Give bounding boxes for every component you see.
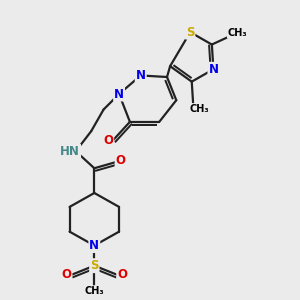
Text: CH₃: CH₃ [189, 104, 209, 114]
Text: O: O [117, 268, 127, 281]
Text: S: S [90, 259, 99, 272]
Text: N: N [114, 88, 124, 100]
Text: N: N [208, 63, 218, 76]
Text: CH₃: CH₃ [228, 28, 247, 38]
Text: O: O [116, 154, 126, 167]
Text: O: O [61, 268, 71, 281]
Text: N: N [136, 69, 146, 82]
Text: CH₃: CH₃ [85, 286, 104, 296]
Text: N: N [89, 239, 99, 252]
Text: O: O [103, 134, 113, 147]
Text: S: S [186, 26, 194, 39]
Text: HN: HN [60, 145, 80, 158]
